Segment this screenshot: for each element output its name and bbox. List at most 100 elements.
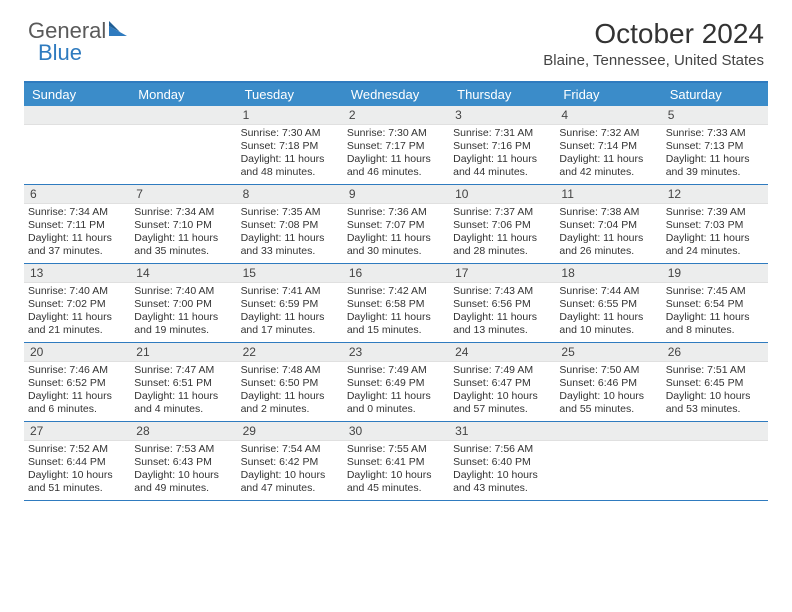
- cell-body: Sunrise: 7:38 AMSunset: 7:04 PMDaylight:…: [555, 204, 661, 262]
- sunset-line: Sunset: 7:03 PM: [666, 219, 764, 232]
- calendar-cell: 30Sunrise: 7:55 AMSunset: 6:41 PMDayligh…: [343, 422, 449, 500]
- calendar-cell: 20Sunrise: 7:46 AMSunset: 6:52 PMDayligh…: [24, 343, 130, 421]
- title-block: October 2024 Blaine, Tennessee, United S…: [543, 18, 764, 69]
- sunrise-line: Sunrise: 7:54 AM: [241, 443, 339, 456]
- calendar-cell: 27Sunrise: 7:52 AMSunset: 6:44 PMDayligh…: [24, 422, 130, 500]
- sunrise-line: Sunrise: 7:43 AM: [453, 285, 551, 298]
- sunrise-line: Sunrise: 7:49 AM: [453, 364, 551, 377]
- daylight-line: Daylight: 11 hours and 48 minutes.: [241, 153, 339, 179]
- daylight-line: Daylight: 11 hours and 37 minutes.: [28, 232, 126, 258]
- sunrise-line: Sunrise: 7:39 AM: [666, 206, 764, 219]
- daylight-line: Daylight: 11 hours and 6 minutes.: [28, 390, 126, 416]
- cell-body: Sunrise: 7:40 AMSunset: 7:00 PMDaylight:…: [130, 283, 236, 341]
- sunrise-line: Sunrise: 7:41 AM: [241, 285, 339, 298]
- daylight-line: Daylight: 10 hours and 53 minutes.: [666, 390, 764, 416]
- day-number: 31: [449, 422, 555, 440]
- day-number: 18: [555, 264, 661, 282]
- sunset-line: Sunset: 6:42 PM: [241, 456, 339, 469]
- sunrise-line: Sunrise: 7:48 AM: [241, 364, 339, 377]
- calendar-cell: 11Sunrise: 7:38 AMSunset: 7:04 PMDayligh…: [555, 185, 661, 263]
- sunrise-line: Sunrise: 7:53 AM: [134, 443, 232, 456]
- calendar-cell: .: [130, 106, 236, 184]
- sunrise-line: Sunrise: 7:49 AM: [347, 364, 445, 377]
- daylight-line: Daylight: 11 hours and 17 minutes.: [241, 311, 339, 337]
- daylight-line: Daylight: 11 hours and 39 minutes.: [666, 153, 764, 179]
- day-number: 9: [343, 185, 449, 203]
- cell-body: Sunrise: 7:43 AMSunset: 6:56 PMDaylight:…: [449, 283, 555, 341]
- daylight-line: Daylight: 10 hours and 45 minutes.: [347, 469, 445, 495]
- sunrise-line: Sunrise: 7:35 AM: [241, 206, 339, 219]
- daylight-line: Daylight: 11 hours and 33 minutes.: [241, 232, 339, 258]
- cell-body: Sunrise: 7:40 AMSunset: 7:02 PMDaylight:…: [24, 283, 130, 341]
- cell-body: Sunrise: 7:41 AMSunset: 6:59 PMDaylight:…: [237, 283, 343, 341]
- cell-body: Sunrise: 7:37 AMSunset: 7:06 PMDaylight:…: [449, 204, 555, 262]
- sunrise-line: Sunrise: 7:56 AM: [453, 443, 551, 456]
- calendar-cell: 15Sunrise: 7:41 AMSunset: 6:59 PMDayligh…: [237, 264, 343, 342]
- cell-body: Sunrise: 7:55 AMSunset: 6:41 PMDaylight:…: [343, 441, 449, 499]
- sunset-line: Sunset: 6:58 PM: [347, 298, 445, 311]
- sunset-line: Sunset: 6:49 PM: [347, 377, 445, 390]
- logo: General Blue: [28, 18, 128, 44]
- daylight-line: Daylight: 11 hours and 44 minutes.: [453, 153, 551, 179]
- daylight-line: Daylight: 11 hours and 30 minutes.: [347, 232, 445, 258]
- sunrise-line: Sunrise: 7:46 AM: [28, 364, 126, 377]
- calendar-cell: 28Sunrise: 7:53 AMSunset: 6:43 PMDayligh…: [130, 422, 236, 500]
- daylight-line: Daylight: 11 hours and 8 minutes.: [666, 311, 764, 337]
- day-number: 5: [662, 106, 768, 124]
- daylight-line: Daylight: 11 hours and 10 minutes.: [559, 311, 657, 337]
- sunset-line: Sunset: 6:44 PM: [28, 456, 126, 469]
- sunrise-line: Sunrise: 7:40 AM: [28, 285, 126, 298]
- calendar-cell: 10Sunrise: 7:37 AMSunset: 7:06 PMDayligh…: [449, 185, 555, 263]
- sunset-line: Sunset: 6:41 PM: [347, 456, 445, 469]
- sunset-line: Sunset: 6:52 PM: [28, 377, 126, 390]
- cell-body: Sunrise: 7:56 AMSunset: 6:40 PMDaylight:…: [449, 441, 555, 499]
- calendar-cell: 19Sunrise: 7:45 AMSunset: 6:54 PMDayligh…: [662, 264, 768, 342]
- cell-body: Sunrise: 7:32 AMSunset: 7:14 PMDaylight:…: [555, 125, 661, 183]
- day-number: 6: [24, 185, 130, 203]
- day-number: 17: [449, 264, 555, 282]
- cell-body: Sunrise: 7:53 AMSunset: 6:43 PMDaylight:…: [130, 441, 236, 499]
- day-number: 10: [449, 185, 555, 203]
- sunrise-line: Sunrise: 7:44 AM: [559, 285, 657, 298]
- cell-body: Sunrise: 7:49 AMSunset: 6:47 PMDaylight:…: [449, 362, 555, 420]
- calendar-cell: 22Sunrise: 7:48 AMSunset: 6:50 PMDayligh…: [237, 343, 343, 421]
- cell-body: Sunrise: 7:30 AMSunset: 7:17 PMDaylight:…: [343, 125, 449, 183]
- calendar-week: 27Sunrise: 7:52 AMSunset: 6:44 PMDayligh…: [24, 422, 768, 501]
- calendar: SundayMondayTuesdayWednesdayThursdayFrid…: [24, 81, 768, 501]
- cell-body: Sunrise: 7:34 AMSunset: 7:10 PMDaylight:…: [130, 204, 236, 262]
- cell-body: Sunrise: 7:54 AMSunset: 6:42 PMDaylight:…: [237, 441, 343, 499]
- day-number: 22: [237, 343, 343, 361]
- day-number: 13: [24, 264, 130, 282]
- calendar-cell: 7Sunrise: 7:34 AMSunset: 7:10 PMDaylight…: [130, 185, 236, 263]
- daylight-line: Daylight: 10 hours and 55 minutes.: [559, 390, 657, 416]
- sunset-line: Sunset: 7:00 PM: [134, 298, 232, 311]
- cell-body: Sunrise: 7:51 AMSunset: 6:45 PMDaylight:…: [662, 362, 768, 420]
- sunset-line: Sunset: 6:50 PM: [241, 377, 339, 390]
- sunset-line: Sunset: 7:13 PM: [666, 140, 764, 153]
- sunrise-line: Sunrise: 7:45 AM: [666, 285, 764, 298]
- sunset-line: Sunset: 7:17 PM: [347, 140, 445, 153]
- calendar-cell: 4Sunrise: 7:32 AMSunset: 7:14 PMDaylight…: [555, 106, 661, 184]
- daylight-line: Daylight: 11 hours and 15 minutes.: [347, 311, 445, 337]
- day-number: 26: [662, 343, 768, 361]
- sunset-line: Sunset: 6:51 PM: [134, 377, 232, 390]
- day-number: 15: [237, 264, 343, 282]
- daylight-line: Daylight: 10 hours and 43 minutes.: [453, 469, 551, 495]
- cell-body: Sunrise: 7:49 AMSunset: 6:49 PMDaylight:…: [343, 362, 449, 420]
- sunset-line: Sunset: 6:54 PM: [666, 298, 764, 311]
- daylight-line: Daylight: 10 hours and 57 minutes.: [453, 390, 551, 416]
- calendar-week: 6Sunrise: 7:34 AMSunset: 7:11 PMDaylight…: [24, 185, 768, 264]
- calendar-cell: .: [662, 422, 768, 500]
- sunrise-line: Sunrise: 7:34 AM: [134, 206, 232, 219]
- day-number: 29: [237, 422, 343, 440]
- sunset-line: Sunset: 7:08 PM: [241, 219, 339, 232]
- day-number: 16: [343, 264, 449, 282]
- cell-body: Sunrise: 7:52 AMSunset: 6:44 PMDaylight:…: [24, 441, 130, 499]
- sunrise-line: Sunrise: 7:34 AM: [28, 206, 126, 219]
- daylight-line: Daylight: 11 hours and 42 minutes.: [559, 153, 657, 179]
- daylight-line: Daylight: 10 hours and 49 minutes.: [134, 469, 232, 495]
- cell-body: Sunrise: 7:47 AMSunset: 6:51 PMDaylight:…: [130, 362, 236, 420]
- daylight-line: Daylight: 11 hours and 46 minutes.: [347, 153, 445, 179]
- sunset-line: Sunset: 7:11 PM: [28, 219, 126, 232]
- calendar-week: ..1Sunrise: 7:30 AMSunset: 7:18 PMDaylig…: [24, 106, 768, 185]
